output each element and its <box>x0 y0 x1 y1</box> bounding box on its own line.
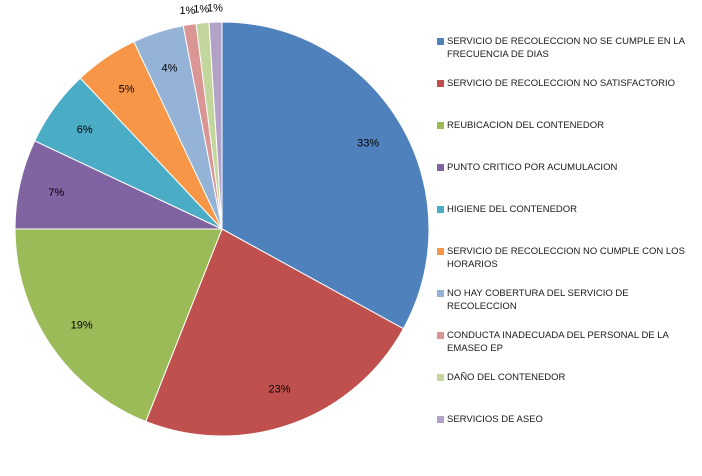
legend-item: SERVICIO DE RECOLECCION NO CUMPLE CON LO… <box>437 246 695 288</box>
data-label-6: 5% <box>119 84 135 96</box>
legend-label: SERVICIOS DE ASEO <box>447 414 543 425</box>
pie-slice-1 <box>221 21 430 330</box>
legend-swatch <box>437 248 444 255</box>
data-label-5: 6% <box>77 124 93 136</box>
data-label-7: 4% <box>162 63 178 75</box>
data-label-4: 7% <box>48 187 64 199</box>
legend-label: DAÑO DEL CONTENEDOR <box>447 372 566 383</box>
legend-swatch <box>437 80 444 87</box>
legend-swatch <box>437 164 444 171</box>
legend-label: SERVICIO DE RECOLECCION NO CUMPLE CON LO… <box>447 246 685 270</box>
data-label-8: 1% <box>179 5 195 17</box>
legend-swatch <box>437 374 444 381</box>
legend-item: SERVICIO DE RECOLECCION NO SATISFACTORIO <box>437 78 695 120</box>
data-label-9: 1% <box>193 4 209 16</box>
legend-swatch <box>437 290 444 297</box>
data-label-3: 19% <box>71 319 93 331</box>
legend-item: DAÑO DEL CONTENEDOR <box>437 372 695 414</box>
pie-slice-10 <box>208 21 223 230</box>
chart-legend: SERVICIO DE RECOLECCION NO SE CUMPLE EN … <box>437 36 695 456</box>
data-label-1: 33% <box>357 138 379 150</box>
data-label-2: 23% <box>268 384 290 396</box>
pie-slice-3 <box>14 228 223 423</box>
legend-swatch <box>437 332 444 339</box>
legend-item: REUBICACION DEL CONTENEDOR <box>437 120 695 162</box>
legend-label: PUNTO CRITICO POR ACUMULACION <box>447 162 618 173</box>
legend-label: CONDUCTA INADECUADA DEL PERSONAL DE LA E… <box>447 330 669 354</box>
legend-item: SERVICIO DE RECOLECCION NO SE CUMPLE EN … <box>437 36 695 78</box>
legend-label: REUBICACION DEL CONTENEDOR <box>447 120 604 131</box>
legend-item: SERVICIOS DE ASEO <box>437 414 695 456</box>
pie-slice-2 <box>145 228 405 437</box>
legend-swatch <box>437 206 444 213</box>
legend-label: NO HAY COBERTURA DEL SERVICIO DE RECOLEC… <box>447 288 629 312</box>
legend-item: HIGIENE DEL CONTENEDOR <box>437 204 695 246</box>
data-label-10: 1% <box>207 3 223 15</box>
legend-item: PUNTO CRITICO POR ACUMULACION <box>437 162 695 204</box>
legend-swatch <box>437 416 444 423</box>
legend-swatch <box>437 122 444 129</box>
legend-swatch <box>437 38 444 45</box>
legend-item: NO HAY COBERTURA DEL SERVICIO DE RECOLEC… <box>437 288 695 330</box>
legend-item: CONDUCTA INADECUADA DEL PERSONAL DE LA E… <box>437 330 695 372</box>
legend-label: SERVICIO DE RECOLECCION NO SATISFACTORIO <box>447 78 676 89</box>
legend-label: SERVICIO DE RECOLECCION NO SE CUMPLE EN … <box>447 36 685 60</box>
legend-label: HIGIENE DEL CONTENEDOR <box>447 204 578 215</box>
